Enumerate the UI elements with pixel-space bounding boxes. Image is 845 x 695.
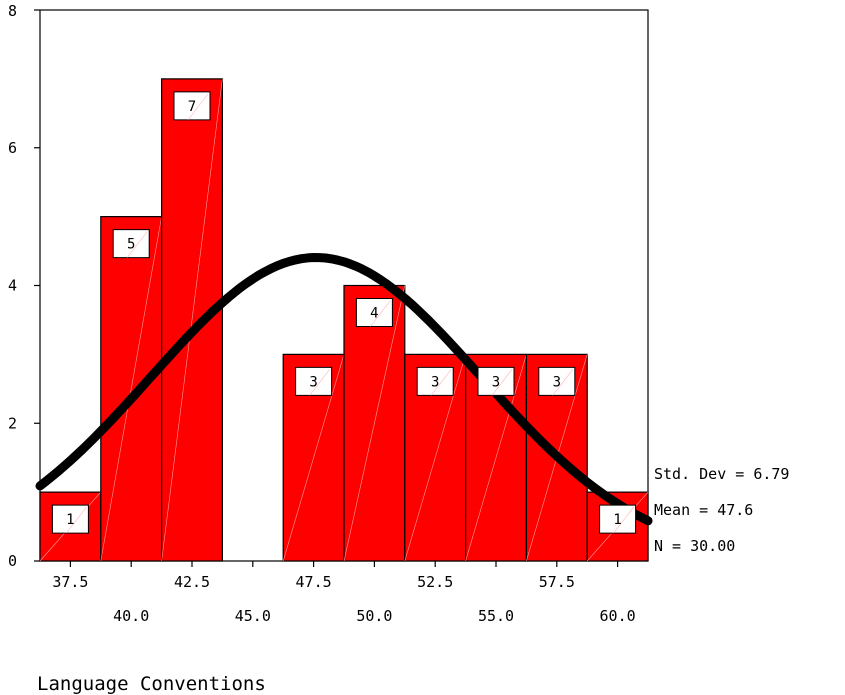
x-tick-label: 47.5 bbox=[296, 573, 332, 591]
data-label-hatch bbox=[126, 231, 148, 258]
bar-count-label: 1 bbox=[66, 512, 74, 528]
y-tick-label: 0 bbox=[8, 552, 17, 570]
x-tick-label: 55.0 bbox=[478, 607, 514, 625]
bar-hatch-line bbox=[404, 354, 466, 562]
x-tick-label: 37.5 bbox=[52, 573, 88, 591]
data-label-hatch bbox=[552, 369, 574, 396]
std-dev-label: Std. Dev = 6.79 bbox=[654, 465, 789, 483]
data-label-box bbox=[295, 366, 333, 396]
data-label-box bbox=[173, 91, 211, 121]
data-label-hatch bbox=[491, 369, 513, 396]
bar-hatch-line bbox=[465, 354, 527, 562]
y-tick-label: 6 bbox=[8, 139, 17, 157]
bar-count-label: 3 bbox=[553, 374, 561, 390]
data-label-hatch bbox=[430, 369, 452, 396]
x-tick-label: 40.0 bbox=[113, 607, 149, 625]
data-label-hatch bbox=[309, 369, 330, 396]
data-label-box bbox=[416, 366, 454, 396]
data-label-hatch bbox=[613, 506, 634, 534]
x-tick-label: 60.0 bbox=[600, 607, 636, 625]
data-label-box bbox=[538, 366, 576, 396]
bar-hatch-line bbox=[282, 354, 345, 562]
data-label-box bbox=[112, 229, 150, 259]
data-label-box bbox=[51, 504, 89, 534]
bar-count-label: 3 bbox=[492, 374, 500, 390]
n-label: N = 30.00 bbox=[654, 537, 735, 555]
data-label-box bbox=[477, 366, 515, 396]
data-label-hatch bbox=[66, 506, 87, 534]
x-tick-label: 52.5 bbox=[417, 573, 453, 591]
normal-curve bbox=[35, 253, 653, 526]
x-tick-label: 42.5 bbox=[174, 573, 210, 591]
x-tick-label: 57.5 bbox=[539, 573, 575, 591]
data-label-hatch bbox=[187, 93, 209, 121]
bar-hatch-line bbox=[161, 78, 223, 562]
data-label-box bbox=[599, 504, 637, 534]
x-axis-label: Language Conventions bbox=[37, 673, 266, 695]
bar-count-label: 4 bbox=[370, 306, 378, 322]
bar-count-label: 3 bbox=[431, 374, 439, 390]
bar-hatch-line bbox=[343, 285, 406, 562]
x-tick-label: 45.0 bbox=[235, 607, 271, 625]
mean-label: Mean = 47.6 bbox=[654, 501, 753, 519]
data-label-hatch bbox=[370, 300, 391, 327]
bar-count-label: 5 bbox=[127, 237, 135, 253]
y-tick-label: 8 bbox=[8, 2, 17, 20]
bar-hatch-line bbox=[100, 216, 162, 562]
y-tick-label: 4 bbox=[8, 277, 17, 295]
bar-count-label: 1 bbox=[613, 512, 621, 528]
bar-count-label: 7 bbox=[188, 99, 196, 115]
bar-count-label: 3 bbox=[309, 374, 317, 390]
x-tick-label: 50.0 bbox=[356, 607, 392, 625]
data-label-box bbox=[355, 298, 393, 327]
y-tick-label: 2 bbox=[8, 414, 17, 432]
